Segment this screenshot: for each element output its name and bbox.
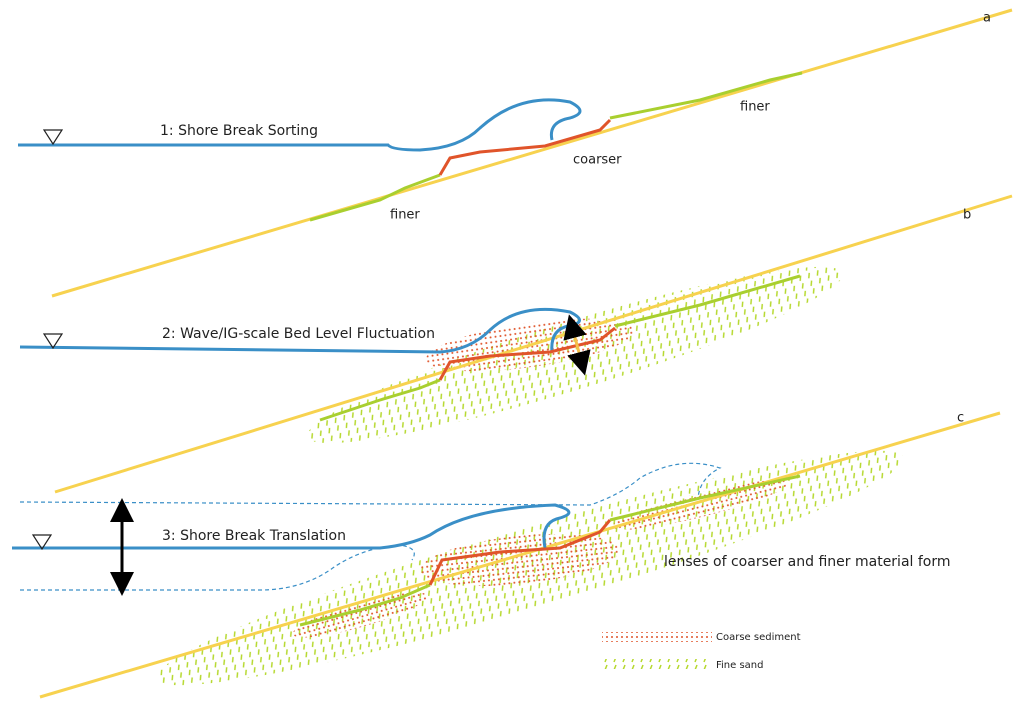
fine-line xyxy=(609,474,801,522)
panel-title: 2: Wave/IG-scale Bed Level Fluctuation xyxy=(162,326,435,342)
coarse-area xyxy=(612,480,788,530)
fine-line xyxy=(319,378,441,422)
panel-title: 3: Shore Break Translation xyxy=(162,528,346,544)
legend-swatch xyxy=(602,659,712,669)
panel-letter: a xyxy=(983,11,991,26)
wave xyxy=(12,503,571,550)
fluctuation-arrow xyxy=(563,314,591,376)
water-symbol xyxy=(42,333,64,350)
water-symbol xyxy=(42,129,64,146)
bed-line xyxy=(39,411,1001,699)
panel-letter: b xyxy=(963,208,971,223)
annotation: finer xyxy=(390,208,420,223)
bed-line xyxy=(54,194,1013,494)
coarse-area xyxy=(292,592,428,638)
legend-label: Fine sand xyxy=(716,660,764,671)
panel-c: c 3: Shore Break Translation lenses of c… xyxy=(12,411,1001,699)
fine-line xyxy=(609,71,803,120)
fine-line xyxy=(614,274,801,328)
coarse-line xyxy=(438,326,616,381)
high-wave xyxy=(19,462,722,506)
fine-line xyxy=(299,583,431,627)
coarse-area xyxy=(420,533,620,587)
legend-label: Coarse sediment xyxy=(716,632,801,643)
coarse-line xyxy=(438,118,612,176)
panel-a: a 1: Shore Break Sorting finer coarser f… xyxy=(18,8,1013,298)
panel-b: b 2: Wave/IG-scale Bed Level Fluctuation xyxy=(19,194,1013,494)
low-wave xyxy=(20,544,415,591)
legend: Coarse sediment Fine sand xyxy=(602,632,801,671)
note: lenses of coarser and finer material for… xyxy=(664,554,951,570)
wave xyxy=(19,307,581,354)
panel-title: 1: Shore Break Sorting xyxy=(160,123,318,139)
annotation: coarser xyxy=(573,153,622,168)
bed-line xyxy=(51,8,1013,298)
coarse-line xyxy=(428,519,612,586)
fine-line xyxy=(309,173,441,222)
annotation: finer xyxy=(740,100,770,115)
legend-swatch xyxy=(602,632,712,642)
panel-letter: c xyxy=(957,411,964,426)
wave xyxy=(18,98,582,152)
water-symbol xyxy=(31,534,53,551)
